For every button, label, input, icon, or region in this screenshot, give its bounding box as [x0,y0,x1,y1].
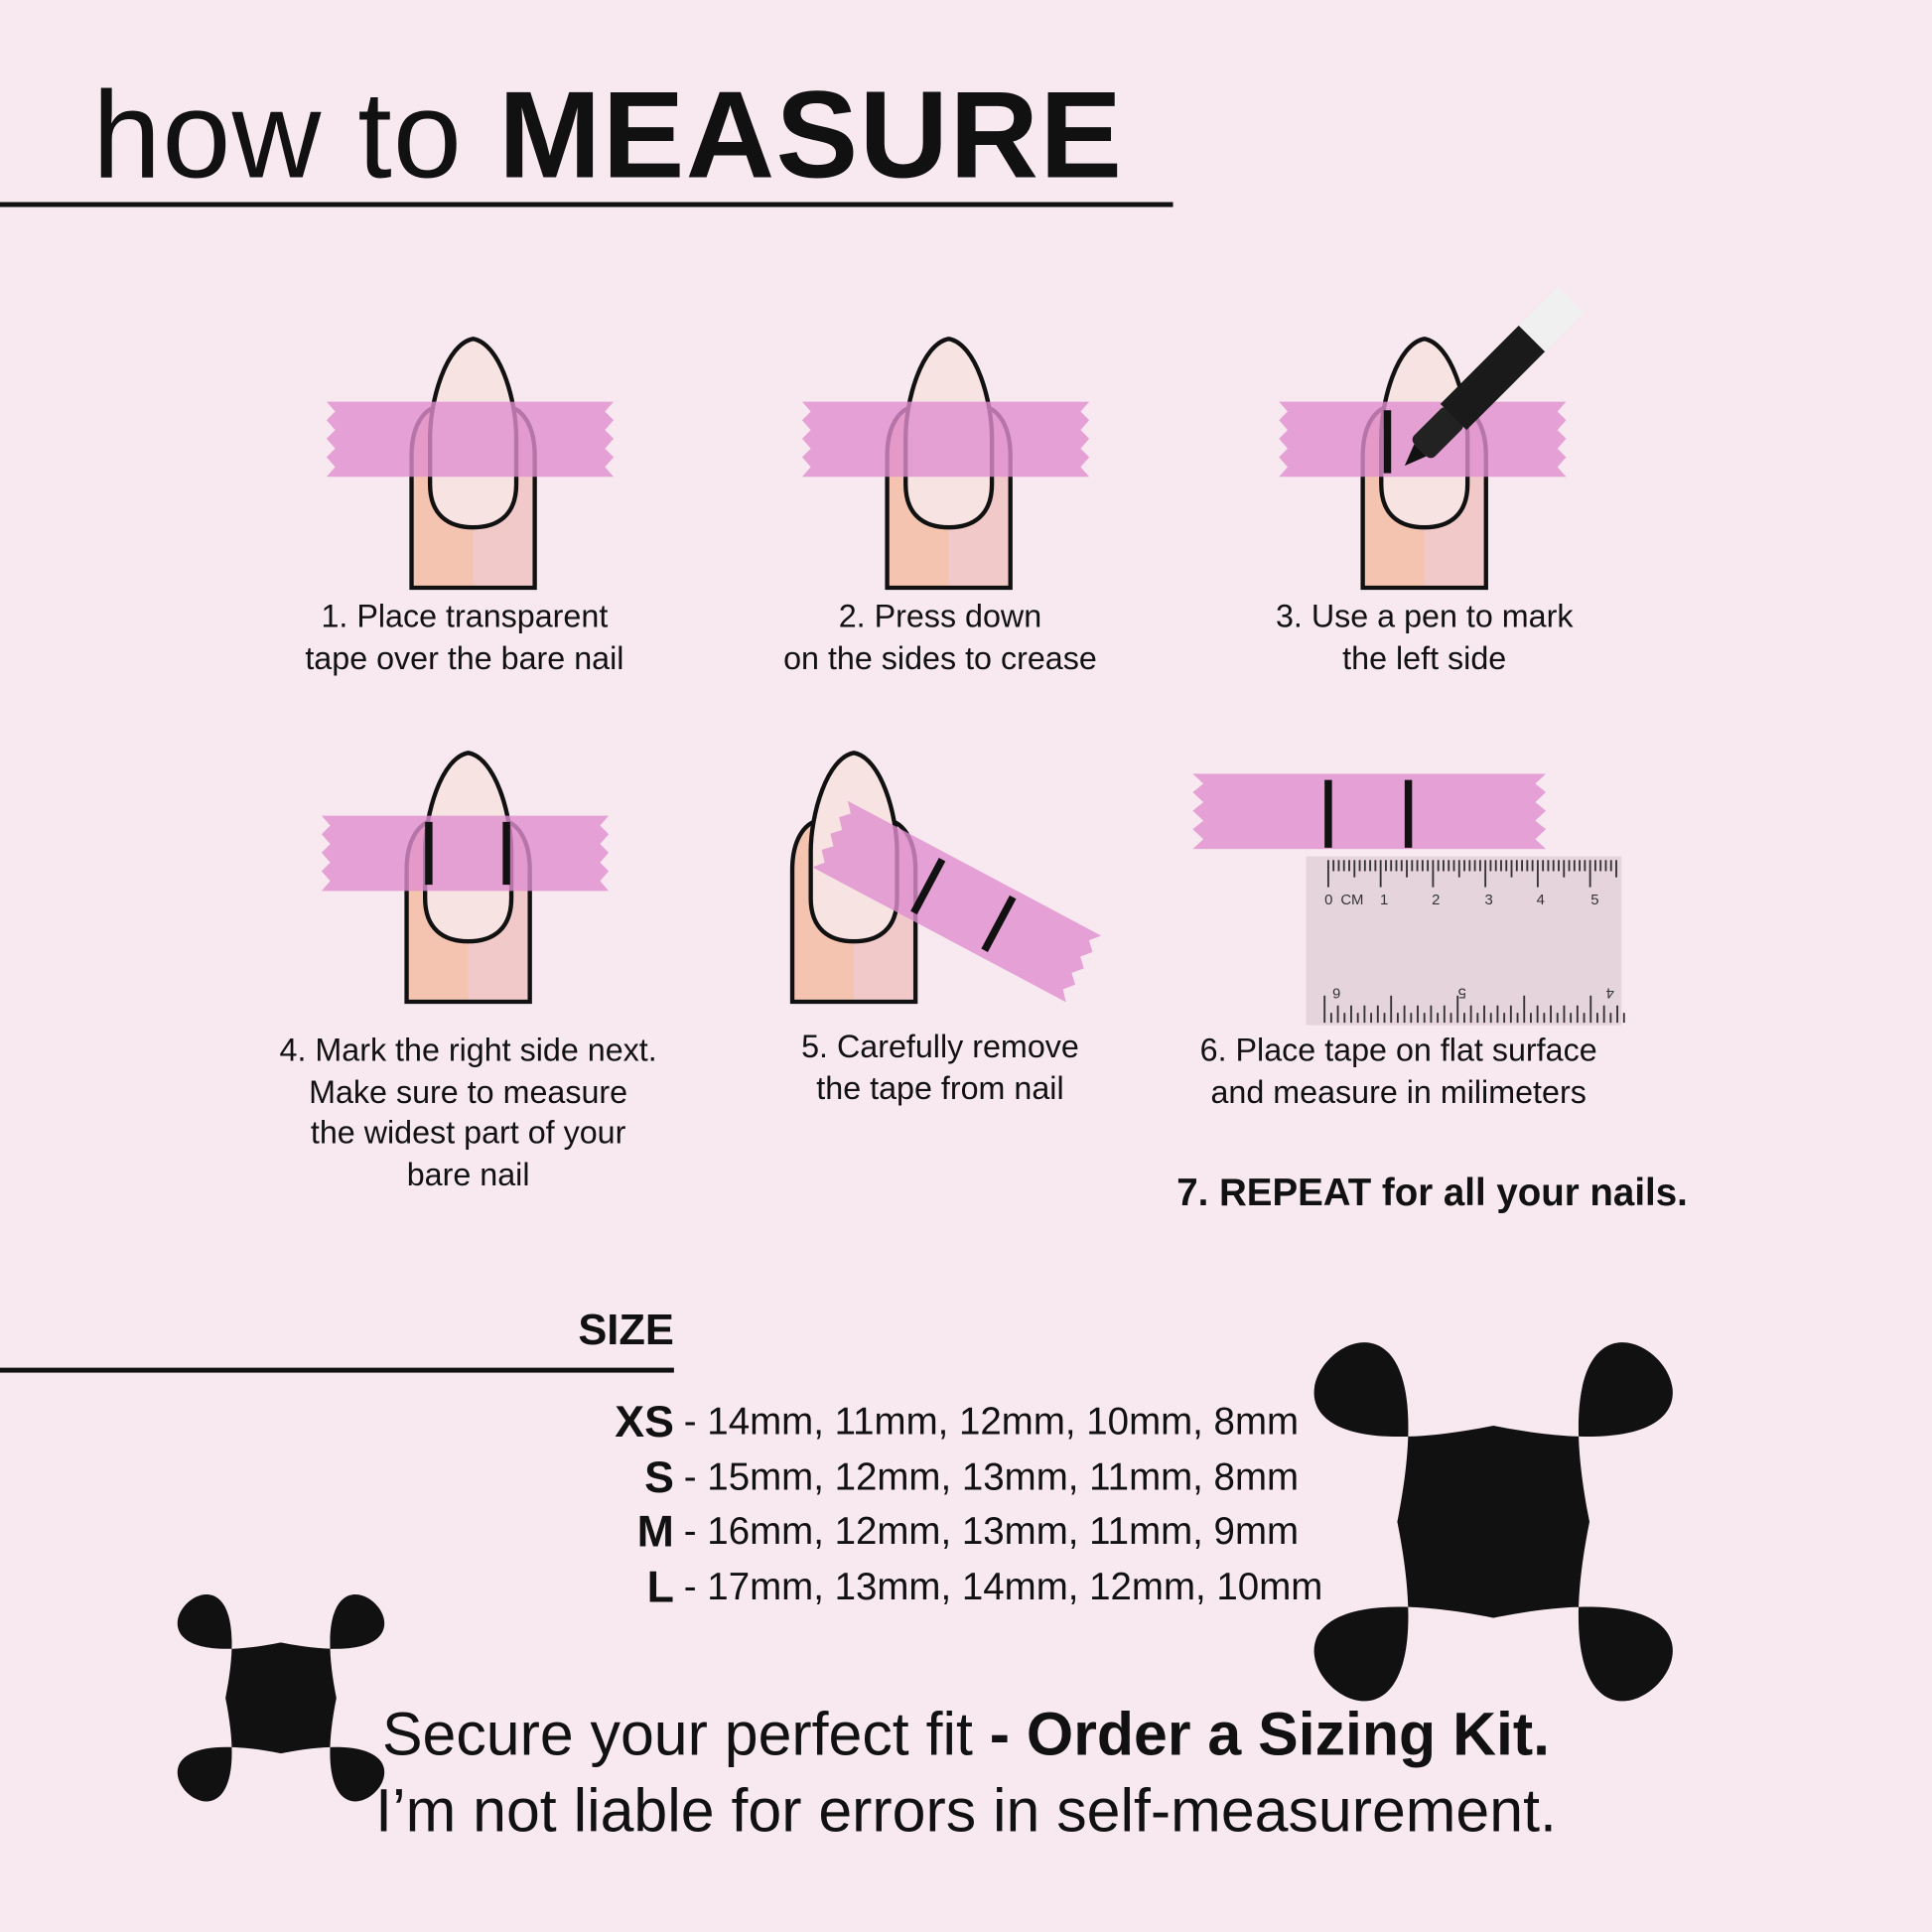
caption-line: Make sure to measure [309,1072,628,1110]
size-values: - 17mm, 13mm, 14mm, 12mm, 10mm [683,1565,1323,1608]
step-4-caption: 4. Mark the right side next. Make sure to… [279,1031,656,1195]
caption-line: 1. Place transparent [321,597,609,635]
step6-illustration: 0 CM 1 2 3 4 5 6 5 4 [1192,773,1625,1026]
caption-line: tape over the bare nail [305,638,624,676]
step2-illustration [801,339,1090,588]
ruler-label-2: 2 [1432,893,1440,908]
step-2-caption: 2. Press down on the sides to crease [783,597,1097,679]
footer-cta: - Order a Sizing Kit. [972,1701,1551,1768]
caption-line: 6. Place tape on flat surface [1199,1031,1597,1069]
size-row-l: L- 17mm, 13mm, 14mm, 12mm, 10mm [0,1560,1932,1614]
caption-line: the tape from nail [816,1068,1064,1106]
ruler-label-4: 4 [1537,893,1545,908]
caption-line: bare nail [406,1155,530,1192]
step-7-repeat: 7. REPEAT for all your nails. [1176,1171,1688,1214]
step-6-caption: 6. Place tape on flat surface and measure… [1200,1031,1597,1113]
size-heading: SIZE [578,1306,674,1354]
size-label: L [646,1561,674,1612]
footer-regular: Secure your perfect fit [381,1701,973,1768]
size-values: - 14mm, 11mm, 12mm, 10mm, 8mm [683,1399,1300,1444]
size-label: S [644,1451,674,1502]
footer-line-1: Secure your perfect fit - Order a Sizing… [0,1697,1932,1773]
ruler-icon [1306,856,1622,1026]
caption-line: the left side [1342,638,1507,676]
caption-line: 3. Use a pen to mark [1275,597,1574,635]
size-row-s: S- 15mm, 12mm, 13mm, 11mm, 8mm [0,1450,1932,1505]
caption-line: and measure in milimeters [1210,1072,1587,1110]
ruler-label-b5: 5 [1458,984,1466,1000]
step5-illustration [792,753,1102,1002]
caption-line: the widest part of your [310,1113,626,1152]
ruler-label-0: 0 [1324,893,1332,908]
title-underline [0,202,1173,207]
step4-illustration [321,753,610,1002]
ruler-label-b6: 6 [1332,984,1340,1000]
size-values: - 16mm, 12mm, 13mm, 11mm, 9mm [683,1509,1300,1553]
step1-illustration [326,339,615,588]
title-bold: MEASURE [497,67,1124,206]
size-row-m: M- 16mm, 12mm, 13mm, 11mm, 9mm [0,1504,1932,1559]
caption-line: 4. Mark the right side next. [279,1031,657,1069]
pen-icon [1404,286,1585,467]
size-underline [0,1367,674,1373]
size-label: M [636,1505,674,1557]
ruler-unit: CM [1340,893,1363,908]
title-light: how to [92,67,464,206]
size-label: XS [615,1396,674,1448]
step3-illustration [1279,286,1585,588]
footer-disclaimer: I’m not liable for errors in self-measur… [375,1777,1557,1845]
ruler-label-5: 5 [1590,893,1598,908]
caption-line: 2. Press down [838,597,1042,635]
step-1-caption: 1. Place transparent tape over the bare n… [305,597,623,679]
ruler-label-1: 1 [1380,893,1388,908]
step-3-caption: 3. Use a pen to mark the left side [1276,597,1574,679]
ruler-label-b4: 4 [1606,984,1614,1000]
caption-line: on the sides to crease [783,638,1097,676]
step-5-caption: 5. Carefully remove the tape from nail [801,1027,1079,1109]
size-row-xs: XS - 14mm, 11mm, 12mm, 10mm, 8mm [0,1395,1932,1449]
ruler-label-3: 3 [1485,893,1493,908]
page-title: how to MEASURE [92,62,1123,209]
size-values: - 15mm, 12mm, 13mm, 11mm, 8mm [683,1454,1300,1499]
caption-line: 5. Carefully remove [801,1028,1079,1065]
